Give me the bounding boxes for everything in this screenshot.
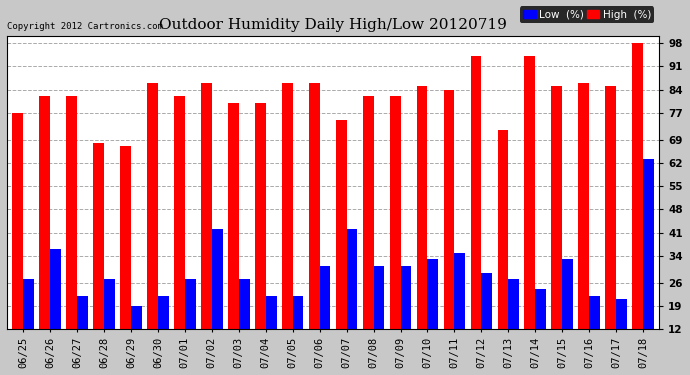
Bar [104, 279, 115, 369]
Bar [390, 96, 400, 369]
Bar [39, 96, 50, 369]
Bar [212, 230, 223, 369]
Bar [309, 83, 319, 369]
Bar [50, 249, 61, 369]
Bar [77, 296, 88, 369]
Bar [400, 266, 411, 369]
Bar [471, 56, 482, 369]
Bar [131, 306, 141, 369]
Bar [185, 279, 196, 369]
Bar [147, 83, 158, 369]
Title: Outdoor Humidity Daily High/Low 20120719: Outdoor Humidity Daily High/Low 20120719 [159, 18, 507, 33]
Bar [319, 266, 331, 369]
Bar [444, 90, 455, 369]
Bar [455, 253, 465, 369]
Legend: Low  (%), High  (%): Low (%), High (%) [520, 6, 654, 23]
Bar [562, 259, 573, 369]
Bar [535, 289, 546, 369]
Bar [293, 296, 304, 369]
Bar [228, 103, 239, 369]
Bar [616, 299, 627, 369]
Bar [482, 273, 492, 369]
Bar [551, 86, 562, 369]
Bar [255, 103, 266, 369]
Bar [509, 279, 519, 369]
Bar [632, 43, 643, 369]
Bar [373, 266, 384, 369]
Text: Copyright 2012 Cartronics.com: Copyright 2012 Cartronics.com [7, 21, 163, 30]
Bar [93, 143, 104, 369]
Bar [346, 230, 357, 369]
Bar [643, 159, 654, 369]
Bar [428, 259, 438, 369]
Bar [66, 96, 77, 369]
Bar [578, 83, 589, 369]
Bar [120, 146, 131, 369]
Bar [589, 296, 600, 369]
Bar [23, 279, 34, 369]
Bar [605, 86, 616, 369]
Bar [201, 83, 212, 369]
Bar [158, 296, 168, 369]
Bar [174, 96, 185, 369]
Bar [239, 279, 250, 369]
Bar [417, 86, 428, 369]
Bar [12, 113, 23, 369]
Bar [497, 129, 509, 369]
Bar [336, 120, 346, 369]
Bar [524, 56, 535, 369]
Bar [282, 83, 293, 369]
Bar [266, 296, 277, 369]
Bar [363, 96, 373, 369]
